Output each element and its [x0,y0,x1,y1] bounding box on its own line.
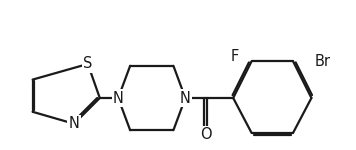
Text: N: N [180,90,191,105]
Text: F: F [231,49,239,64]
Text: O: O [200,127,211,142]
Text: N: N [113,90,124,105]
Text: S: S [83,56,93,71]
Text: Br: Br [314,54,330,69]
Text: N: N [69,116,79,131]
